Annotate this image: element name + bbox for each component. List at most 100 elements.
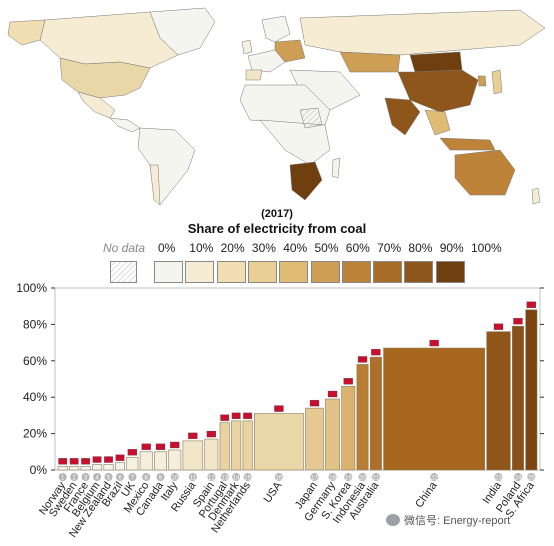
bar-number-badge [128, 473, 137, 481]
flag-icon [493, 323, 504, 330]
bar-number-badge [358, 473, 367, 481]
flag-icon [526, 301, 536, 308]
flag-icon [274, 405, 284, 412]
bar-number: 12 [208, 476, 215, 482]
coal-share-bar-chart: 0%20%40%60%80%100%1Norway2Sweden3France4… [16, 281, 544, 540]
bar-germany [325, 398, 340, 471]
southeast-asia [424, 109, 451, 136]
legend-swatch [435, 261, 465, 283]
bar-number-badge [81, 473, 90, 481]
bar-number: 25 [528, 476, 535, 482]
south-africa [289, 161, 323, 201]
bar-number: 19 [345, 476, 352, 482]
japan [491, 69, 503, 95]
madagascar [331, 157, 341, 179]
flag-icon [231, 412, 241, 420]
bar-brazil [114, 462, 126, 471]
world-map-svg [7, 7, 546, 206]
bar-new-zealand [103, 464, 114, 471]
bar-italy [168, 449, 182, 471]
legend-swatch [216, 261, 246, 283]
bar-spain [204, 438, 219, 471]
bar-number-badge [274, 473, 283, 481]
flag-icon [188, 432, 198, 440]
bar-number-badge [494, 473, 503, 481]
flag-icon [58, 458, 68, 465]
flag-icon [357, 356, 368, 363]
legend-bin-label: 50% [314, 241, 339, 255]
scandinavia [261, 15, 291, 43]
bar-portugal [219, 422, 230, 471]
no-data-label: No data [103, 241, 146, 255]
flag-icon [170, 441, 180, 449]
y-tick-label: 40% [23, 390, 47, 404]
australia [454, 149, 516, 196]
legend-swatch [279, 261, 309, 283]
bar-number-badge [115, 473, 124, 481]
kazakhstan [339, 51, 401, 73]
legend-swatch [154, 261, 183, 283]
country-label: USA [262, 479, 285, 505]
bar-number: 7 [131, 476, 135, 482]
bar-number: 23 [495, 476, 502, 482]
flag-icon [115, 454, 125, 461]
bar-number-badge [232, 473, 241, 481]
legend-title: Share of electricity from coal [187, 221, 367, 236]
flag-icon [220, 414, 230, 421]
legend-bin-label: 40% [283, 241, 308, 255]
bar-number-badge [188, 473, 197, 481]
russia [299, 9, 546, 56]
bar-number: 24 [515, 476, 522, 482]
country-label: China [413, 479, 440, 510]
bar-uk [126, 456, 139, 471]
bar-number: 2 [73, 476, 77, 482]
y-tick-label: 0% [30, 463, 48, 477]
watermark: 微信号: Energy-report [386, 512, 510, 528]
legend-bin-label: 0% [158, 241, 176, 255]
africa-central [259, 119, 331, 166]
bar-number-badge [104, 473, 113, 481]
bar-number-badge [142, 473, 151, 481]
bar-belgium [92, 464, 103, 471]
flag-icon [104, 456, 113, 463]
legend-bin-label: 100% [471, 241, 502, 255]
legend-swatch [247, 261, 277, 283]
watermark-text: 微信号: Energy-report [404, 515, 511, 527]
bar-netherlands [242, 420, 253, 471]
bar-japan [305, 407, 324, 471]
bar-number-badge [513, 473, 522, 481]
bar-number-badge [207, 473, 216, 481]
bar-number: 17 [311, 476, 318, 482]
legend-bin-label: 80% [408, 241, 433, 255]
legend-bin-label: 30% [251, 241, 276, 255]
bar-indonesia [356, 364, 369, 471]
bar-india [486, 331, 511, 471]
flag-icon [371, 349, 381, 356]
south-america [137, 127, 196, 206]
no-data-swatch [110, 261, 137, 283]
legend-bin-label: 70% [377, 241, 402, 255]
bar-number-badge [430, 473, 439, 481]
bar-number-badge [58, 473, 67, 481]
bar-number: 10 [171, 476, 178, 482]
bar-number-badge [243, 473, 252, 481]
y-tick-label: 100% [16, 281, 47, 295]
flag-icon [127, 449, 138, 456]
central-europe [274, 39, 306, 63]
flag-icon [429, 339, 439, 347]
legend-swatch [185, 261, 215, 283]
bar-france [80, 466, 91, 471]
bar-number: 20 [359, 476, 366, 482]
bar-number: 4 [95, 476, 99, 482]
flag-icon [513, 318, 523, 325]
usa [59, 57, 151, 99]
bar-number: 16 [276, 476, 283, 482]
bar-number-badge [371, 473, 380, 481]
bar-number: 1 [61, 476, 65, 482]
korea [477, 75, 487, 87]
india [384, 97, 421, 136]
flag-icon [343, 378, 353, 385]
bar-number: 22 [431, 476, 438, 482]
no-data-region [299, 107, 323, 129]
new-zealand [531, 187, 541, 205]
